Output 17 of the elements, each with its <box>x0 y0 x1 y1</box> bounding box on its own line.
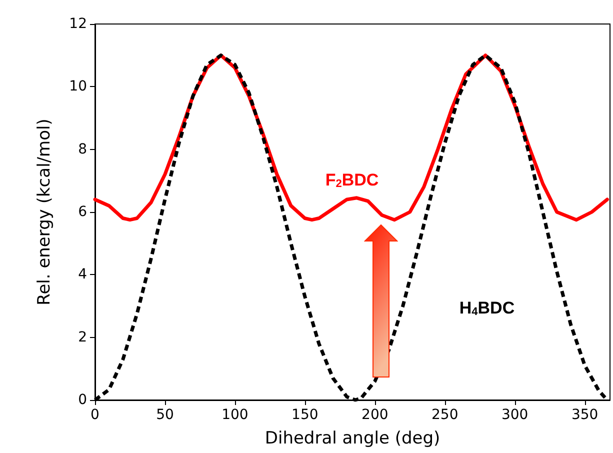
y-tick-label: 8 <box>78 141 87 158</box>
x-axis-title: Dihedral angle (deg) <box>264 428 440 448</box>
x-tick-label: 100 <box>222 407 248 423</box>
x-tick-label: 200 <box>362 407 388 423</box>
y-tick-label: 0 <box>78 392 87 408</box>
y-tick-label: 2 <box>78 329 87 346</box>
x-tick-label: 250 <box>431 407 458 423</box>
x-tick-label: 350 <box>571 407 598 423</box>
x-tick-label: 50 <box>156 407 174 423</box>
y-tick-label: 4 <box>78 266 88 283</box>
x-tick-label: 150 <box>292 407 318 423</box>
y-tick-label: 10 <box>69 78 87 95</box>
x-tick-label: 0 <box>90 407 100 423</box>
y-tick-label: 6 <box>78 204 88 220</box>
x-tick-label: 300 <box>501 407 528 423</box>
y-axis-title: Rel. energy (kcal/mol) <box>34 118 54 306</box>
y-tick-label: 12 <box>69 16 87 32</box>
